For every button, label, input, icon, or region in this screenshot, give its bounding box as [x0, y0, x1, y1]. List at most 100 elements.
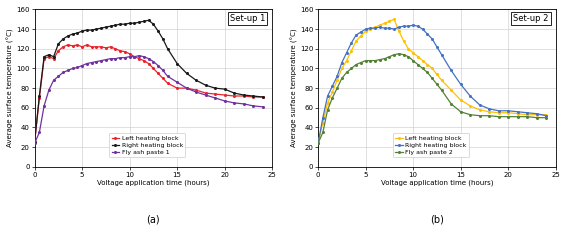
Fly ash paste 2 [419, 67, 426, 70]
Fly ash paste 2 [357, 61, 364, 64]
Text: (a): (a) [147, 214, 160, 224]
Left heating block [88, 45, 95, 48]
Fly ash paste 2 [424, 71, 431, 74]
Fly ash paste 2 [514, 115, 521, 118]
Fly ash paste 2 [410, 59, 417, 62]
Left heating block [240, 95, 247, 98]
Left heating block [405, 47, 412, 50]
Left heating block [93, 45, 100, 48]
Left heating block [372, 26, 379, 29]
Left heating block [112, 47, 119, 50]
Fly ash paste 2 [476, 114, 483, 117]
Line: Left heating block: Left heating block [33, 43, 264, 144]
Left heating block [338, 67, 345, 70]
Right heating block [429, 38, 435, 40]
Right heating block [324, 95, 331, 98]
Right heating block [65, 35, 71, 38]
Fly ash paste 2 [329, 97, 336, 99]
Right heating block [202, 84, 209, 87]
Right heating block [367, 27, 374, 30]
Left heating block [79, 45, 86, 48]
Fly ash paste 2 [457, 110, 464, 113]
Left heating block [457, 98, 464, 101]
Fly ash paste 2 [391, 53, 397, 56]
Right heating block [103, 26, 109, 29]
Left heating block [395, 30, 402, 33]
Left heating block [145, 62, 152, 65]
Fly ash paste 1 [193, 91, 200, 93]
Right heating block [250, 95, 257, 98]
Line: Right heating block: Right heating block [33, 19, 264, 144]
Left heating block [429, 67, 435, 70]
Right heating block [164, 47, 171, 50]
Left heating block [174, 87, 180, 90]
Left heating block [107, 45, 114, 48]
Right heating block [414, 25, 421, 27]
Right heating block [467, 95, 473, 98]
Right heating block [136, 21, 142, 24]
Left heating block [400, 39, 407, 42]
Right heating block [514, 110, 521, 113]
Left heating block [448, 89, 455, 92]
Fly ash paste 2 [543, 116, 549, 119]
Left heating block [434, 73, 441, 76]
Right heating block [543, 114, 549, 117]
Line: Fly ash paste 2: Fly ash paste 2 [316, 52, 548, 145]
Left heating block [514, 112, 521, 115]
Fly ash paste 1 [98, 59, 104, 62]
Left heating block [202, 92, 209, 94]
Right heating block [495, 109, 502, 112]
Right heating block [357, 31, 364, 33]
Fly ash paste 2 [505, 115, 511, 118]
Fly ash paste 2 [315, 142, 321, 145]
Right heating block [41, 55, 48, 58]
Fly ash paste 2 [395, 52, 402, 55]
Fly ash paste 2 [414, 63, 421, 66]
Right heating block [419, 28, 426, 31]
Fly ash paste 2 [434, 83, 441, 86]
Left heating block [424, 63, 431, 66]
Left heating block [414, 55, 421, 58]
Right heating block [343, 51, 350, 54]
Right heating block [45, 53, 52, 56]
Legend: Left heating block, Right heating block, Fly ash paste 1: Left heating block, Right heating block,… [109, 133, 185, 158]
Right heating block [150, 23, 157, 26]
Right heating block [381, 27, 388, 30]
Fly ash paste 1 [145, 57, 152, 60]
Fly ash paste 2 [372, 59, 379, 62]
Left heating block [183, 87, 190, 90]
Right heating block [486, 107, 493, 110]
Left heating block [324, 102, 331, 104]
Fly ash paste 1 [211, 97, 218, 99]
Left heating block [131, 55, 138, 58]
Right heating block [69, 33, 76, 35]
Right heating block [400, 25, 407, 27]
Left heating block [467, 104, 473, 107]
Fly ash paste 1 [231, 102, 238, 104]
Left heating block [410, 51, 417, 54]
Fly ash paste 1 [79, 64, 86, 67]
Right heating block [211, 87, 218, 90]
Fly ash paste 1 [259, 105, 266, 108]
Left heating block [543, 113, 549, 116]
Left heating block [343, 59, 350, 62]
Right heating block [117, 23, 124, 26]
Left heating block [126, 52, 133, 55]
Right heating block [74, 32, 81, 34]
Left heating block [45, 55, 52, 58]
Right heating block [121, 23, 128, 26]
Fly ash paste 2 [405, 55, 412, 58]
Left heating block [117, 49, 124, 52]
Right heating block [410, 24, 417, 27]
Left heating block [315, 142, 321, 145]
Fly ash paste 2 [343, 71, 350, 74]
Left heating block [329, 91, 336, 93]
Fly ash paste 1 [141, 55, 147, 58]
Left heating block [211, 93, 218, 96]
Fly ash paste 1 [74, 66, 81, 69]
Right heating block [174, 62, 180, 65]
Right heating block [524, 111, 531, 114]
Y-axis label: Average surface temperature (°C): Average surface temperature (°C) [290, 29, 298, 147]
Right heating block [348, 41, 355, 44]
Left heating block [159, 77, 166, 80]
